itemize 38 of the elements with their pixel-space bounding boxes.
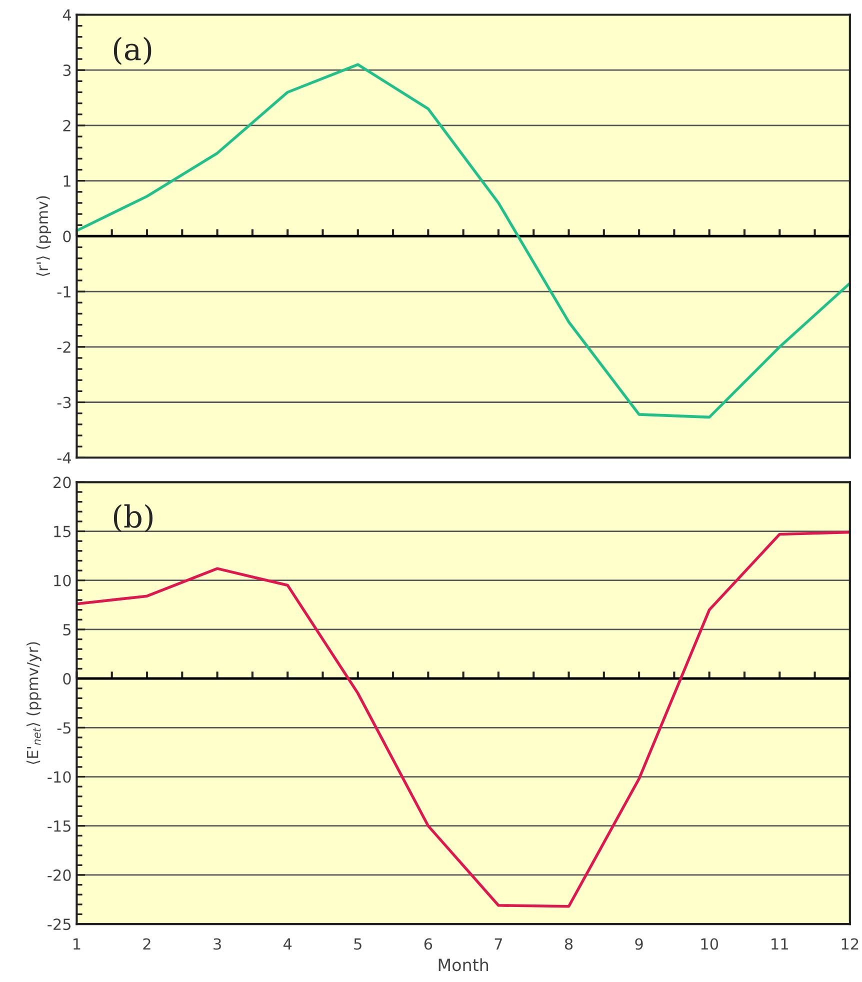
y-tick-label: 0 (63, 230, 71, 242)
y-tick-label: -3 (57, 396, 71, 408)
y-tick-label: 5 (63, 624, 71, 636)
y-tick-label: 0 (63, 673, 71, 685)
x-tick-label: 9 (635, 938, 643, 950)
x-tick-label: 10 (701, 938, 718, 950)
y-axis-title: ⟨E'$_{net}$⟩ (ppmv/yr) (26, 642, 42, 764)
annotation: (b) (114, 504, 152, 532)
x-axis-title: Month (438, 958, 488, 972)
y-tick-label: -20 (48, 869, 71, 881)
x-tick-label: 5 (354, 938, 362, 950)
y-tick-label: -4 (57, 452, 71, 464)
y-tick-label: 2 (63, 120, 70, 132)
y-tick-label: -15 (48, 820, 71, 832)
line-series (76, 530, 850, 908)
y-tick-label: 20 (54, 476, 71, 488)
line-series (76, 63, 850, 419)
y-tick-label: -5 (57, 722, 71, 734)
y-tick-label: 4 (62, 9, 71, 21)
x-tick-label: 6 (424, 938, 432, 950)
x-tick-label: 12 (842, 938, 858, 950)
y-tick-label: -1 (57, 286, 70, 298)
x-tick-label: 7 (494, 938, 502, 950)
y-tick-label: 10 (54, 574, 71, 586)
annotation: (a) (114, 36, 152, 65)
y-tick-label: -2 (57, 341, 70, 353)
x-tick-label: 3 (214, 938, 221, 950)
y-tick-label: 1 (64, 175, 70, 187)
y-tick-label: -25 (48, 918, 71, 930)
x-tick-label: 8 (564, 938, 573, 950)
y-tick-label: 3 (63, 64, 71, 76)
x-tick-label: 11 (772, 938, 788, 950)
y-axis-title: ⟨r'⟩ (ppmv) (36, 196, 52, 276)
y-tick-label: 15 (54, 526, 71, 538)
x-tick-label: 4 (283, 938, 292, 950)
x-tick-label: 1 (74, 938, 80, 950)
x-tick-label: 2 (143, 938, 150, 950)
y-tick-label: -10 (48, 771, 71, 783)
